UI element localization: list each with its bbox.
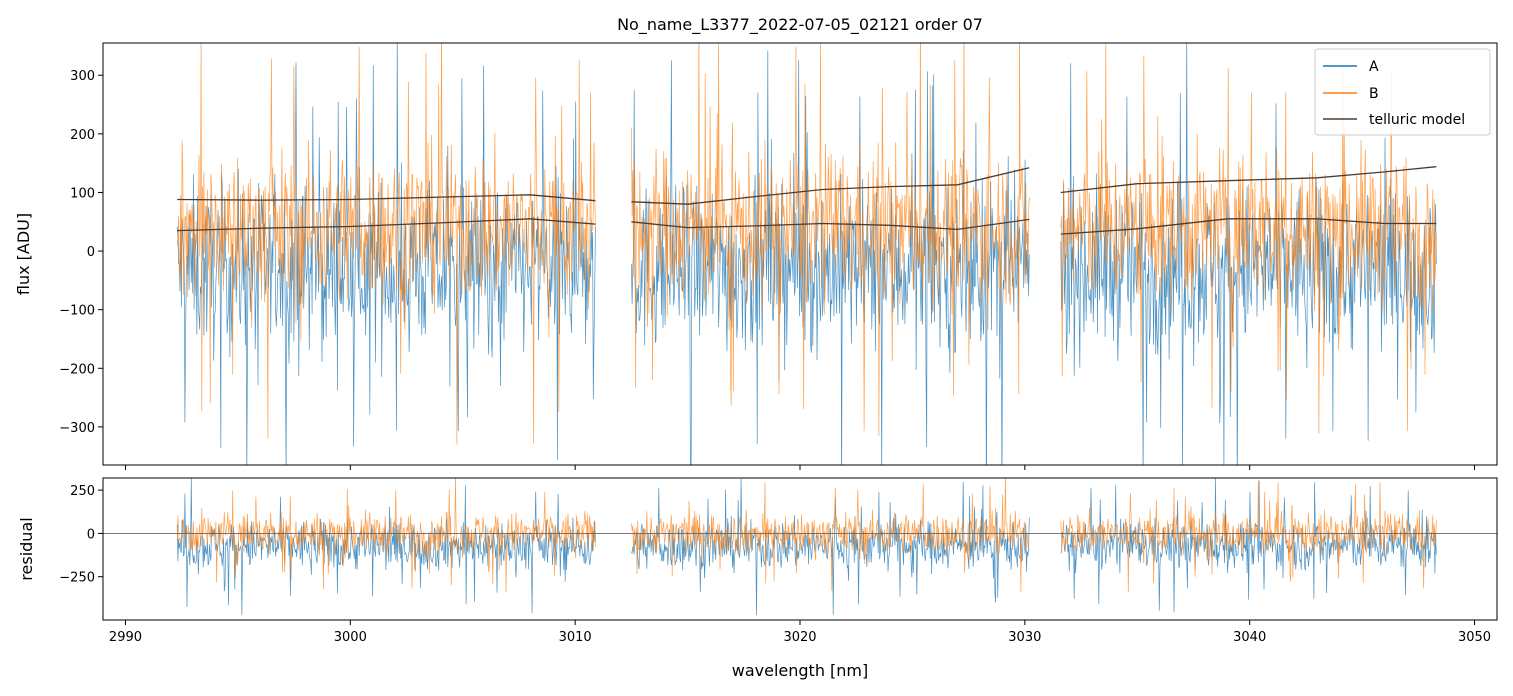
telluric-model-curve-5 — [1060, 166, 1437, 194]
y-tick-label: 0 — [87, 527, 95, 542]
residual-plot-area — [103, 478, 1497, 616]
y-tick-label: 100 — [70, 186, 95, 201]
series-b-segment-1 — [176, 478, 596, 592]
series-b-segment-2 — [631, 478, 1030, 593]
series-a-segment-3 — [1060, 43, 1437, 465]
flux-plot-area — [176, 43, 1437, 465]
telluric-model-curve-6 — [1060, 218, 1437, 235]
y-tick-label: 0 — [87, 245, 95, 260]
telluric-model-curve-2 — [177, 218, 596, 232]
series-b-segment-1 — [176, 43, 596, 445]
telluric-model-curve-3 — [631, 167, 1030, 205]
series-b-segment-3 — [1060, 43, 1437, 434]
series-a-segment-2 — [631, 50, 1030, 465]
x-tick-label: 3020 — [783, 630, 816, 645]
series-b-segment-3 — [1060, 479, 1437, 592]
x-tick-label: 3040 — [1233, 630, 1266, 645]
flux-x-ticks — [124, 465, 1476, 470]
y-tick-label: 250 — [70, 484, 95, 499]
legend-label-telluric: telluric model — [1369, 112, 1465, 128]
telluric-model-curve-1 — [177, 194, 596, 202]
legend-label-b: B — [1369, 86, 1379, 102]
y-tick-label: −300 — [59, 421, 95, 436]
legend-label-a: A — [1369, 59, 1379, 75]
y-tick-label: 300 — [70, 69, 95, 84]
series-a-segment-2 — [631, 478, 1030, 616]
residual-x-ticks: 2990 3000 3010 3020 3030 3040 3050 — [109, 620, 1491, 645]
series-a-segment-1 — [176, 43, 596, 465]
y-tick-label: 200 — [70, 128, 95, 143]
y-tick-label: −100 — [59, 304, 95, 319]
x-tick-label: 3010 — [559, 630, 592, 645]
residual-panel: −250 0 250 2990 3000 3010 3020 3030 3040 3050 re… — [17, 477, 1498, 680]
series-b-segment-2 — [631, 43, 1030, 437]
residual-y-axis-label: residual — [17, 517, 36, 580]
series-a-segment-3 — [1060, 478, 1437, 613]
legend-box — [1314, 48, 1491, 136]
x-tick-label: 3030 — [1008, 630, 1041, 645]
x-axis-label: wavelength [nm] — [732, 661, 869, 680]
flux-panel: −300 −200 −100 0 100 200 300 flux [ADU] A B te… — [14, 42, 1498, 470]
x-tick-label: 3000 — [334, 630, 367, 645]
y-tick-label: −200 — [59, 362, 95, 377]
series-a-segment-1 — [176, 478, 596, 615]
flux-y-ticks: −300 −200 −100 0 100 200 300 — [59, 69, 103, 436]
x-tick-label: 2990 — [109, 630, 142, 645]
telluric-model-curve-4 — [631, 218, 1030, 231]
x-tick-label: 3050 — [1458, 630, 1491, 645]
legend: A B telluric model — [1314, 48, 1491, 136]
flux-y-axis-label: flux [ADU] — [14, 213, 33, 295]
y-tick-label: −250 — [59, 571, 95, 586]
chart-title: No_name_L3377_2022-07-05_02121 order 07 — [617, 15, 983, 35]
residual-y-ticks: −250 0 250 — [59, 484, 103, 586]
